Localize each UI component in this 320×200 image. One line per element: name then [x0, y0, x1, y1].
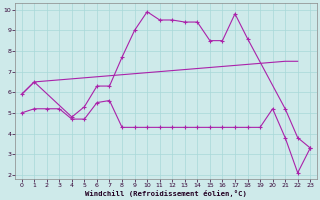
X-axis label: Windchill (Refroidissement éolien,°C): Windchill (Refroidissement éolien,°C)	[85, 190, 247, 197]
